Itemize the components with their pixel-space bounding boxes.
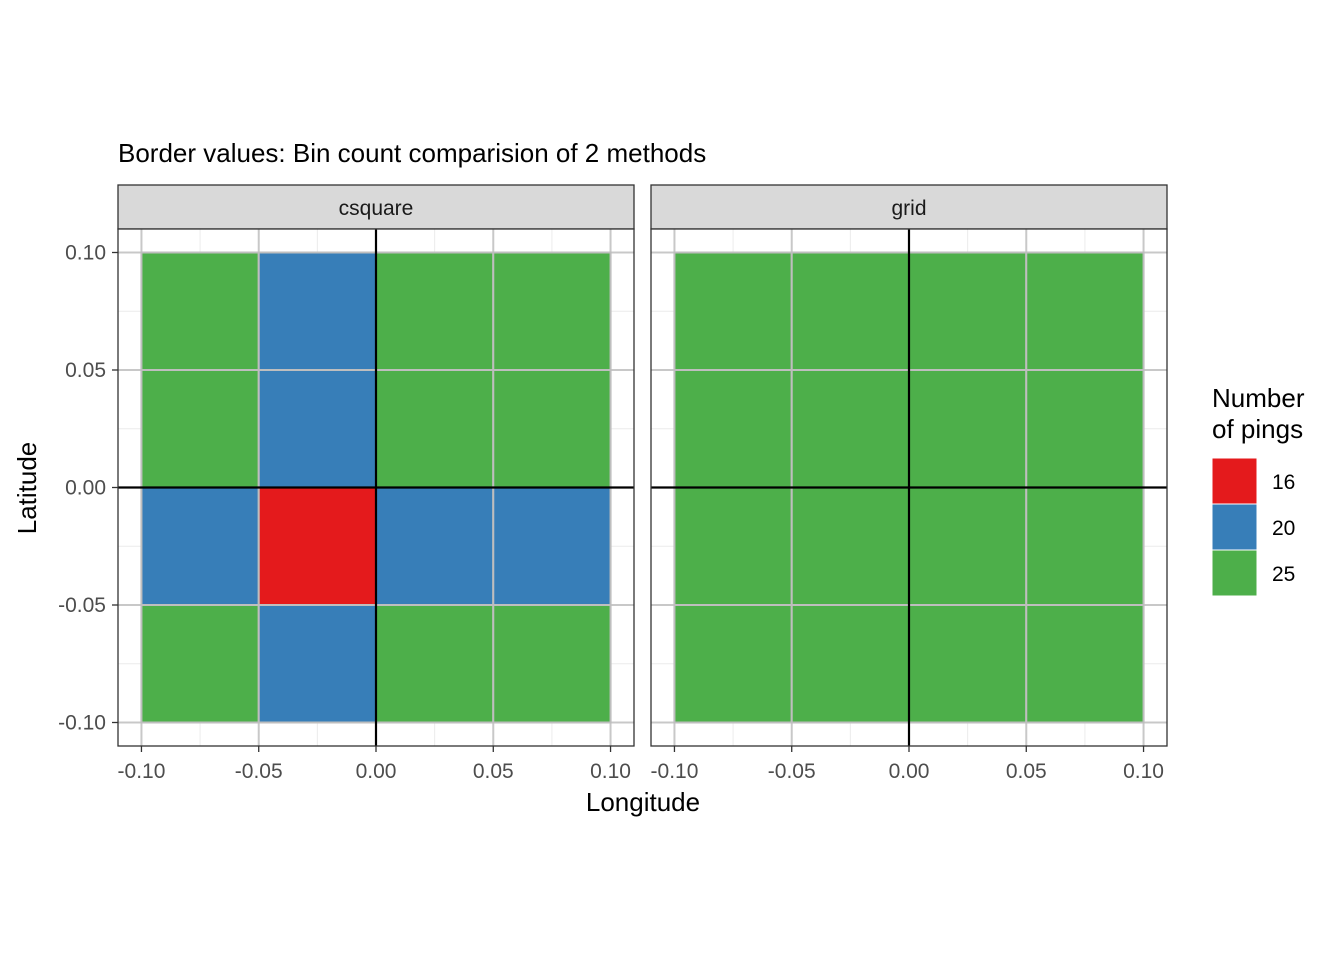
- heatmap-tile: [492, 369, 612, 489]
- legend-key-swatch: [1211, 503, 1258, 551]
- heatmap-tile: [140, 251, 260, 371]
- heatmap-tile: [790, 251, 911, 371]
- facet-strip: [650, 184, 1168, 230]
- legend-title-line-1: Number: [1212, 383, 1305, 413]
- x-tick-label: 0.10: [1123, 760, 1164, 783]
- heatmap-tile: [140, 486, 260, 606]
- x-tick-label: 0.00: [889, 760, 930, 783]
- legend-key-label: 20: [1272, 517, 1295, 540]
- heatmap-tile: [908, 486, 1028, 606]
- x-tick-label: -0.05: [235, 760, 283, 783]
- legend-key-swatch: [1211, 549, 1258, 597]
- heatmap-tile: [1025, 251, 1145, 371]
- heatmap-tile: [257, 251, 377, 371]
- y-tick-label: 0.05: [65, 359, 106, 382]
- chart-title: Border values: Bin count comparision of …: [118, 138, 706, 168]
- facet-panels: csquare -0.10 -0.05 0.00 0.05 0.10 -0.10 -0.05 0…: [58, 184, 1168, 783]
- y-axis-title: Latitude: [12, 442, 42, 535]
- x-tick-label: -0.10: [118, 760, 166, 783]
- legend-keys: 16 20 25: [1211, 457, 1295, 597]
- heatmap-tile: [1025, 604, 1145, 724]
- heatmap-tile: [908, 251, 1028, 371]
- heatmap-tile: [257, 604, 377, 724]
- heatmap-tile: [908, 604, 1028, 724]
- facet-csquare: csquare -0.10 -0.05 0.00 0.05 0.10 -0.10 -0.05 0…: [58, 184, 635, 783]
- heatmap-tile: [257, 486, 377, 606]
- legend: Number of pings 16 20 25: [1211, 383, 1305, 597]
- heatmap-tile: [375, 369, 495, 489]
- facet-grid: grid -0.10 -0.05 0.00 0.05 0.10: [650, 184, 1168, 783]
- x-tick-label: 0.00: [356, 760, 397, 783]
- x-tick-label: -0.05: [768, 760, 816, 783]
- legend-key-swatch: [1211, 457, 1258, 505]
- legend-title-line-2: of pings: [1212, 414, 1303, 444]
- y-tick-label: -0.10: [58, 712, 106, 735]
- heatmap-tile: [790, 604, 911, 724]
- heatmap-tile: [673, 486, 793, 606]
- x-tick-label: 0.05: [473, 760, 514, 783]
- heatmap-tile: [492, 604, 612, 724]
- heatmap-tile: [140, 369, 260, 489]
- facet-strip-label: csquare: [339, 197, 414, 220]
- x-tick-label: 0.05: [1006, 760, 1047, 783]
- heatmap-tile: [908, 369, 1028, 489]
- heatmap-tile: [492, 486, 612, 606]
- x-tick-label: -0.10: [651, 760, 699, 783]
- x-axis-title: Longitude: [586, 787, 700, 817]
- heatmap-tile: [375, 486, 495, 606]
- facet-strip: [117, 184, 635, 230]
- heatmap-tile: [492, 251, 612, 371]
- legend-key-label: 16: [1272, 471, 1295, 494]
- heatmap-tile: [375, 251, 495, 371]
- facet-strip-label: grid: [891, 197, 926, 220]
- heatmap-tile: [257, 369, 377, 489]
- heatmap-tile: [673, 604, 793, 724]
- heatmap-tile: [790, 369, 911, 489]
- heatmap-tile: [673, 251, 793, 371]
- y-tick-label: -0.05: [58, 594, 106, 617]
- y-tick-label: 0.00: [65, 477, 106, 500]
- heatmap-tile: [140, 604, 260, 724]
- legend-key-label: 25: [1272, 563, 1295, 586]
- heatmap-tile: [1025, 369, 1145, 489]
- heatmap-tile: [375, 604, 495, 724]
- heatmap-tile: [790, 486, 911, 606]
- heatmap-tile: [1025, 486, 1145, 606]
- y-tick-label: 0.10: [65, 242, 106, 265]
- x-tick-label: 0.10: [590, 760, 631, 783]
- heatmap-tile: [673, 369, 793, 489]
